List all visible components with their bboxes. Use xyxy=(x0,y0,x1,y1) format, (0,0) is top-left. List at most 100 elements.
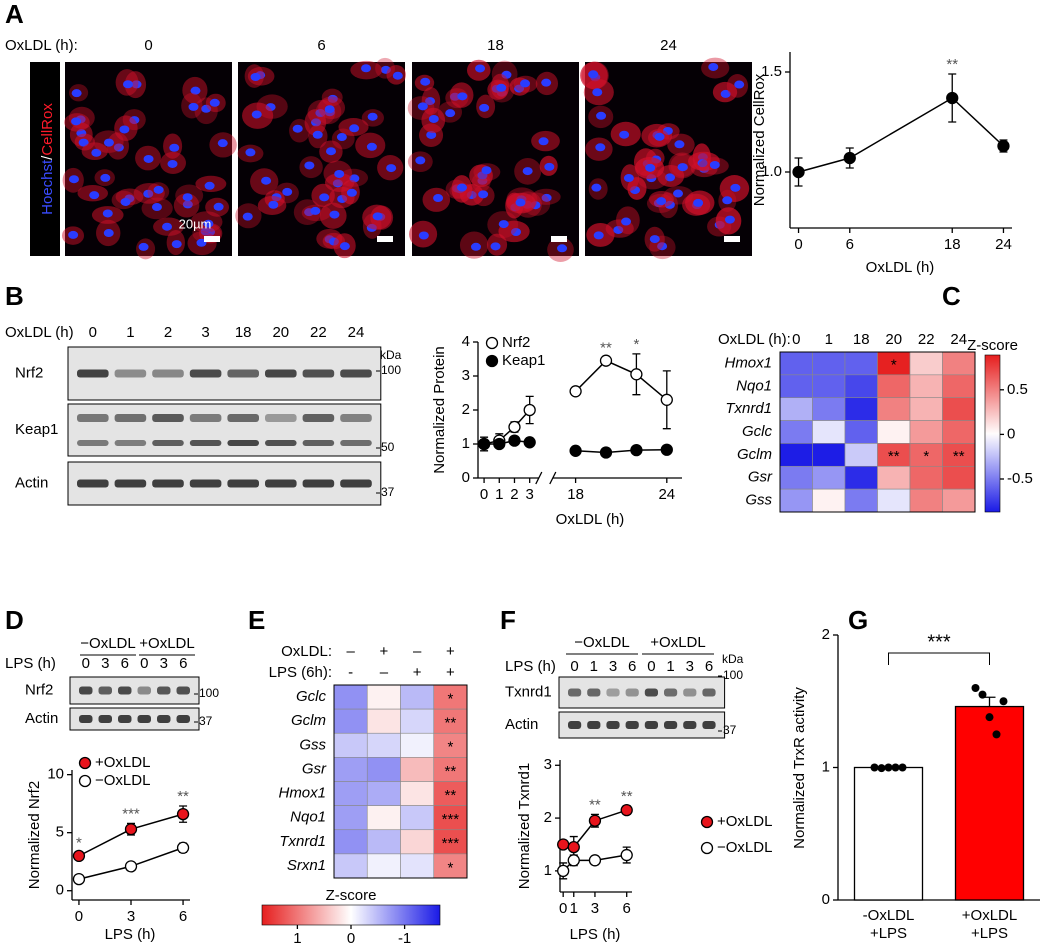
cell-nucleus xyxy=(122,80,133,89)
cell-nucleus xyxy=(649,235,660,244)
row-label: Nrf2 xyxy=(15,364,43,381)
cell-nucleus xyxy=(544,162,555,171)
lane-label: 3 xyxy=(609,658,617,675)
lane-label: 1 xyxy=(590,658,598,675)
data-point xyxy=(792,165,805,179)
blot-band xyxy=(137,715,151,723)
data-point xyxy=(992,730,1001,739)
blot-band xyxy=(118,715,132,723)
data-point xyxy=(891,763,900,772)
significance: ** xyxy=(445,787,457,804)
row-label: Gsr xyxy=(748,469,773,486)
blot-band xyxy=(227,414,259,422)
cell-nucleus xyxy=(588,70,599,79)
blot-band xyxy=(702,688,716,697)
legend-label: −OxLDL xyxy=(95,772,150,789)
heatmap-cell xyxy=(366,684,401,710)
column-label: 22 xyxy=(918,331,935,348)
cell-nucleus xyxy=(722,196,733,205)
x-axis-label: LPS (h) xyxy=(570,926,621,943)
x-tick-label: 24 xyxy=(995,236,1012,253)
heatmap-cell xyxy=(909,420,943,444)
panel-letter: G xyxy=(848,605,868,635)
heatmap-cell xyxy=(333,781,368,806)
x-tick-label: 0 xyxy=(75,908,83,925)
heatmap-cell xyxy=(812,397,846,421)
cell-nucleus xyxy=(595,143,606,152)
cell-nucleus xyxy=(91,148,102,157)
y-tick-label: 2 xyxy=(462,401,470,418)
data-point xyxy=(599,354,613,367)
heatmap-cell xyxy=(433,781,468,806)
blot-band xyxy=(606,721,620,729)
x-axis-label: LPS (h) xyxy=(105,926,156,943)
blot-band xyxy=(302,414,335,422)
heatmap-cell xyxy=(333,805,368,831)
blot-band xyxy=(189,414,222,422)
cell-nucleus xyxy=(522,167,533,176)
x-tick-label: 6 xyxy=(179,908,187,925)
cell-nucleus xyxy=(182,193,193,202)
heatmap-cell xyxy=(812,420,846,444)
micrograph xyxy=(61,62,237,260)
micrograph xyxy=(235,57,406,259)
y-tick-label: 10 xyxy=(47,766,64,783)
lane-label: 6 xyxy=(628,658,636,675)
blot-band xyxy=(625,688,639,697)
data-point xyxy=(620,804,633,817)
marker-label: 100 xyxy=(723,668,743,682)
data-point xyxy=(124,823,138,836)
panel-letter: C xyxy=(942,281,961,311)
blot-membrane xyxy=(67,403,382,457)
cell-nucleus xyxy=(708,62,719,71)
cell-nucleus xyxy=(591,183,602,192)
row-label: Hmox1 xyxy=(278,785,326,802)
data-point xyxy=(508,420,521,434)
cell-nucleus xyxy=(312,130,323,139)
blot-band xyxy=(152,414,184,422)
heatmap-cell xyxy=(366,757,401,782)
heatmap-cell xyxy=(400,757,435,782)
column-header-value: - xyxy=(348,664,353,681)
legend-label: Keap1 xyxy=(502,352,545,369)
legend-marker xyxy=(78,774,92,788)
blot-band xyxy=(118,686,132,695)
heatmap-cell xyxy=(400,805,435,831)
heatmap-cell xyxy=(400,732,435,758)
cell-nucleus xyxy=(470,242,481,251)
column-label: 24 xyxy=(950,331,967,348)
heatmap-cell xyxy=(333,732,368,758)
cell-nucleus xyxy=(171,240,182,249)
blot-band xyxy=(664,688,678,697)
heatmap-cell xyxy=(433,708,468,734)
lane-label: 3 xyxy=(160,655,168,672)
significance: * xyxy=(923,448,929,465)
y-tick-label: 3 xyxy=(462,367,470,384)
cell-nucleus xyxy=(496,83,507,92)
cell-nucleus xyxy=(613,225,624,234)
heatmap-cell xyxy=(844,374,878,399)
colorbar-tick-label: 0.5 xyxy=(1007,381,1028,398)
cell-nucleus xyxy=(654,132,665,141)
data-point xyxy=(971,684,980,692)
colorbar xyxy=(984,354,1001,513)
colorbar xyxy=(261,904,441,926)
x-tick-label: 6 xyxy=(846,236,854,253)
column-header-value: + xyxy=(379,643,388,660)
bar xyxy=(954,705,1025,901)
data-point xyxy=(567,840,580,854)
blot-band xyxy=(176,686,190,695)
x-tick-label: 18 xyxy=(567,486,584,503)
blot-band xyxy=(77,414,109,422)
cell-nucleus xyxy=(734,80,745,89)
data-point xyxy=(660,443,673,456)
data-point xyxy=(660,393,673,406)
lane-label: 22 xyxy=(310,324,327,341)
marker-label: 100 xyxy=(199,686,219,700)
heatmap-cell xyxy=(942,488,976,513)
heatmap-cell xyxy=(333,684,368,710)
row-label: Gclc xyxy=(296,688,327,705)
y-axis-label: Normalized TrxR activity xyxy=(791,687,808,849)
row-label: Gclm xyxy=(291,712,326,729)
cell-nucleus xyxy=(188,102,199,111)
